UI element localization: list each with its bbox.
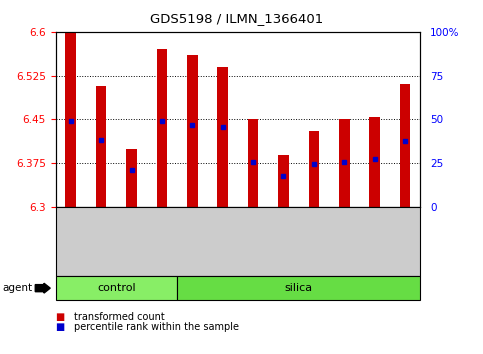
Text: silica: silica (284, 283, 313, 293)
Text: control: control (97, 283, 136, 293)
Bar (156, 50, 167, 207)
Bar (339, 120, 350, 207)
Text: GDS5198 / ILMN_1366401: GDS5198 / ILMN_1366401 (150, 12, 323, 25)
Text: agent: agent (2, 283, 32, 293)
Bar (248, 120, 258, 207)
Text: ■: ■ (56, 322, 65, 332)
Text: percentile rank within the sample: percentile rank within the sample (74, 322, 239, 332)
Bar (309, 131, 319, 207)
Bar (369, 116, 380, 207)
Bar (96, 86, 106, 207)
Bar (126, 149, 137, 207)
Text: transformed count: transformed count (74, 312, 165, 322)
Bar (400, 85, 411, 207)
Bar (65, 32, 76, 207)
Bar (278, 155, 289, 207)
Text: ■: ■ (56, 312, 65, 322)
Bar (187, 55, 198, 207)
Bar (217, 67, 228, 207)
